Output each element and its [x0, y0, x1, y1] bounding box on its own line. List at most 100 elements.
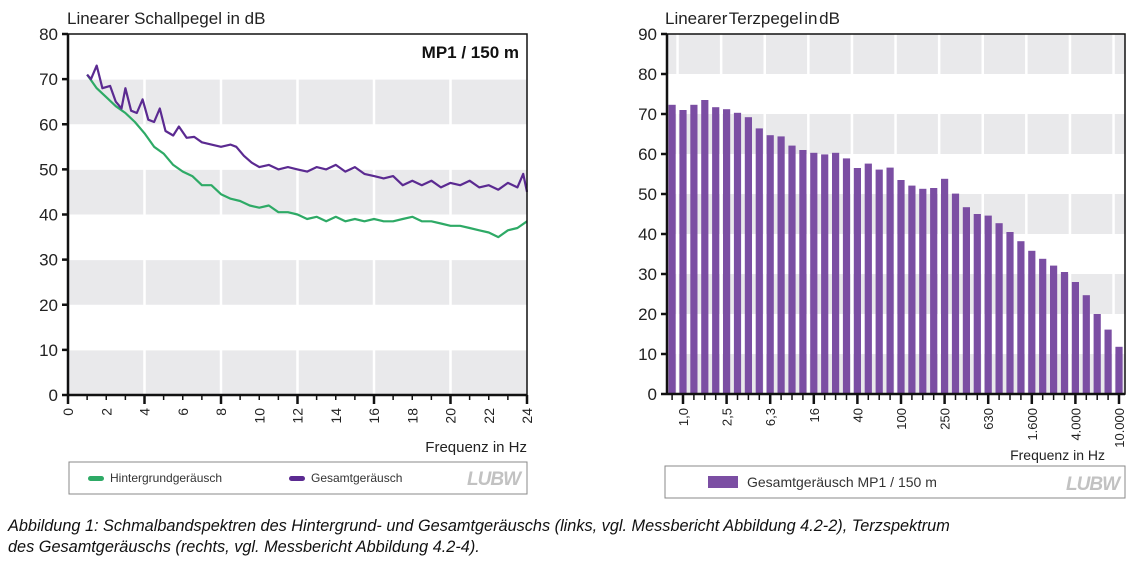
left-y-tick-labels: 0 10 20 30 40 50 60 70 80	[39, 25, 68, 405]
right-y-tick-label: 50	[638, 185, 657, 204]
bar-315	[951, 193, 960, 394]
bar-1,25	[690, 104, 698, 395]
left-y-tick-label: 60	[39, 115, 58, 134]
bar-40	[853, 168, 861, 394]
left-x-tick-label: 16	[366, 408, 382, 424]
right-axes	[665, 33, 1126, 396]
right-x-tick-label: 16	[807, 408, 822, 422]
right-chart-title: Linearer Terzpegel in dB	[665, 9, 840, 28]
right-x-tick-label: 6,3	[763, 408, 778, 426]
bar-5.000	[1082, 295, 1090, 394]
bar-1,6	[701, 100, 709, 394]
legend-label-gesamt: Gesamtgeräusch	[311, 471, 402, 485]
left-x-tick-label: 20	[443, 408, 459, 424]
bar-1.600	[1028, 250, 1036, 394]
left-x-tick-label: 2	[98, 408, 114, 416]
left-y-tick-label: 40	[39, 206, 58, 225]
bar-10.000	[1115, 346, 1123, 394]
bar-16	[810, 152, 818, 394]
figure-caption: Abbildung 1: Schmalbandspektren des Hint…	[8, 516, 1138, 558]
bar-6.300	[1093, 314, 1101, 394]
right-y-tick-label: 0	[648, 385, 657, 404]
left-y-tick-label: 0	[49, 386, 58, 405]
right-x-tick-labels: 1,0 2,5 6,3 16 40 100 250 630 1.600 4.000 10.000	[671, 394, 1127, 448]
right-x-tick-label: 4.000	[1068, 408, 1083, 441]
right-x-axis-label: Frequenz in Hz	[1010, 447, 1105, 463]
bar-80	[886, 167, 894, 394]
bar-400	[962, 207, 970, 394]
bar-20	[821, 154, 829, 394]
legend-swatch-hintergrund	[88, 476, 104, 481]
right-vertical-gridlines	[676, 34, 1115, 394]
bar-5,0	[755, 128, 763, 394]
right-bars	[668, 100, 1123, 395]
right-y-tick-label: 60	[638, 145, 657, 164]
bar-500	[973, 214, 981, 394]
bar-63	[875, 169, 883, 394]
left-y-tick-label: 30	[39, 251, 58, 270]
bar-2,5	[723, 109, 731, 394]
bar-200	[930, 188, 938, 394]
bar-25	[832, 152, 840, 394]
right-y-tick-labels: 0 10 20 30 40 50 60 70 80 90	[638, 25, 667, 404]
bar-8,0	[777, 136, 785, 394]
bar-4,0	[744, 117, 752, 394]
bar-8.000	[1104, 329, 1112, 394]
bar-160	[919, 188, 927, 394]
left-x-tick-label: 6	[175, 408, 191, 416]
bar-125	[908, 185, 916, 394]
bar-0,8	[668, 104, 676, 395]
bar-12,5	[799, 150, 807, 394]
left-chart-title: Linearer Schallpegel in dB	[67, 9, 265, 28]
left-x-tick-label: 8	[213, 408, 229, 416]
right-legend-box	[664, 465, 1126, 499]
left-y-tick-label: 20	[39, 296, 58, 315]
right-y-tick-label: 20	[638, 305, 657, 324]
right-x-tick-label: 100	[894, 408, 909, 430]
caption-line-2: des Gesamtgeräuschs (rechts, vgl. Messbe…	[8, 538, 480, 556]
left-x-tick-label: 18	[404, 408, 420, 424]
bar-2.500	[1050, 265, 1058, 394]
bar-6,3	[766, 135, 774, 394]
left-y-tick-label: 50	[39, 160, 58, 179]
line-gesamtgeraeusch	[86, 64, 529, 193]
left-x-axis-label: Frequenz in Hz	[425, 439, 527, 456]
right-y-tick-label: 40	[638, 225, 657, 244]
left-x-tick-label: 10	[251, 408, 267, 424]
right-x-tick-label: 630	[981, 408, 996, 430]
right-x-tick-label: 250	[938, 408, 953, 430]
left-y-tick-label: 70	[39, 70, 58, 89]
lubw-logo-right: LUBW	[1066, 474, 1122, 495]
bar-630	[984, 215, 992, 394]
left-x-tick-label: 12	[290, 408, 306, 424]
line-hintergrundgeraeusch	[86, 73, 528, 239]
right-legend: Gesamtgeräusch MP1 / 150 m LUBW	[664, 465, 1126, 499]
left-legend: Hintergrundgeräusch Gesamtgeräusch LUBW	[68, 461, 528, 495]
right-x-tick-label: 2,5	[720, 408, 735, 426]
bar-250	[941, 178, 949, 394]
right-y-tick-label: 90	[638, 25, 657, 44]
left-x-tick-label: 22	[481, 408, 497, 424]
right-y-tick-label: 10	[638, 345, 657, 364]
legend-swatch-gesamt	[289, 476, 305, 481]
right-x-tick-label: 1.600	[1025, 408, 1040, 441]
lubw-logo: LUBW	[467, 469, 523, 490]
bar-100	[897, 180, 905, 394]
bar-1,0	[679, 110, 687, 394]
left-chart-annotation: MP1 / 150 m	[422, 43, 519, 62]
right-x-tick-label: 1,0	[676, 408, 691, 426]
bar-2,0	[712, 107, 720, 394]
right-x-tick-label: 10.000	[1112, 408, 1127, 448]
right-x-tick-label: 40	[850, 408, 865, 422]
left-x-tick-label: 0	[60, 408, 76, 416]
bar-3,15	[733, 112, 742, 395]
right-y-tick-label: 70	[638, 105, 657, 124]
bar-800	[995, 223, 1003, 394]
bar-50	[864, 163, 872, 394]
right-y-tick-label: 80	[638, 65, 657, 84]
bar-1.000	[1006, 232, 1014, 394]
third-octave-spectrum-chart: 0 10 20 30 40 50 60 70 80 90 1,0 2,5 6,3 16 40 100 250 6…	[638, 9, 1127, 499]
left-y-tick-label: 10	[39, 341, 58, 360]
left-x-tick-label: 4	[137, 408, 153, 416]
